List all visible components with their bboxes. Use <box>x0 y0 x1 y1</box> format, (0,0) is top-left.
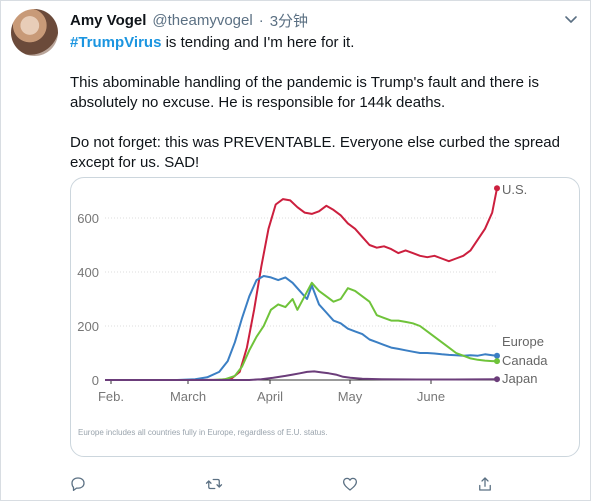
x-tick-label: Feb. <box>98 389 124 404</box>
series-line-japan <box>105 370 498 381</box>
reply-button[interactable] <box>67 473 89 495</box>
chart-image[interactable]: 0 200 400 600 Feb. March April May June U.S. Europ… <box>70 177 580 457</box>
more-options-chevron-icon[interactable] <box>563 11 579 27</box>
retweet-icon <box>205 478 223 490</box>
y-tick-label: 400 <box>77 265 99 280</box>
y-tick-label: 200 <box>77 319 99 334</box>
like-button[interactable] <box>339 473 361 495</box>
tweet-time[interactable]: 3分钟 <box>269 12 309 30</box>
x-tick-label: May <box>338 389 363 404</box>
hashtag-link[interactable]: #TrumpVirus <box>70 34 162 51</box>
series-label-canada: Canada <box>502 353 548 368</box>
user-handle[interactable]: @theamyvogel <box>152 11 253 29</box>
y-tick-label: 0 <box>92 373 99 388</box>
x-tick-label: March <box>170 389 206 404</box>
series-label-japan: Japan <box>502 371 537 386</box>
series-label-europe: Europe <box>502 334 544 349</box>
separator-dot: · <box>258 11 264 29</box>
chevron-down-icon <box>565 16 577 23</box>
tweet-line-1-rest: is tending and I'm here for it. <box>161 34 355 51</box>
series-line-canada <box>105 281 497 381</box>
series-endpoint-japan <box>494 376 500 383</box>
tweet-paragraph-2: This abominable handling of the pandemic… <box>70 74 539 111</box>
y-tick-label: 600 <box>77 211 99 226</box>
series-line-us <box>105 188 498 381</box>
tweet-line-1: #TrumpVirus is tending and I'm here for … <box>70 33 570 53</box>
x-tick-label: April <box>257 389 283 404</box>
reply-icon <box>71 477 85 492</box>
avatar[interactable] <box>11 9 58 56</box>
tweet-header: Amy Vogel @theamyvogel · 3分钟 <box>70 10 308 30</box>
display-name[interactable]: Amy Vogel <box>70 11 147 29</box>
series-endpoint-europe <box>494 352 500 359</box>
tweet-paragraph-3: Do not forget: this was PREVENTABLE. Eve… <box>70 134 560 171</box>
series-label-us: U.S. <box>502 182 527 197</box>
x-tick-label: June <box>417 389 445 404</box>
action-bar <box>0 473 591 495</box>
share-icon <box>479 477 491 491</box>
tweet-body: #TrumpVirus is tending and I'm here for … <box>70 33 570 173</box>
covid-cases-chart: 0 200 400 600 Feb. March April May June U.S. Europ… <box>77 182 548 404</box>
series-line-europe <box>105 275 498 381</box>
share-button[interactable] <box>474 473 496 495</box>
series-endpoint-canada <box>494 358 500 365</box>
series-endpoint-us <box>494 185 500 192</box>
heart-icon <box>342 477 358 491</box>
retweet-button[interactable] <box>203 473 225 495</box>
chart-footnote: Europe includes all countries fully in E… <box>78 428 328 437</box>
